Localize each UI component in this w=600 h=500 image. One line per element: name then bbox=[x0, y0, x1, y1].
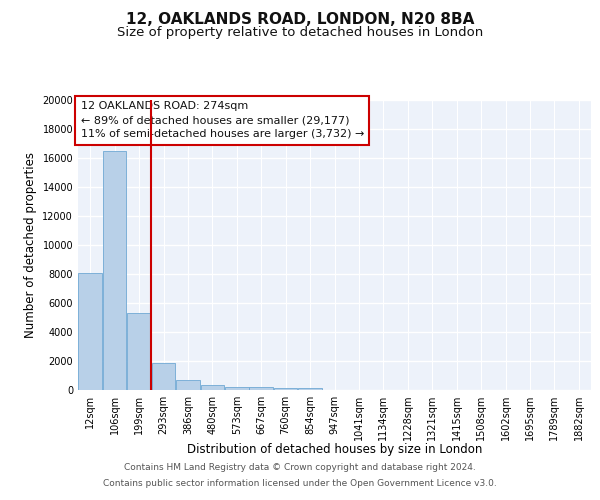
Text: 12 OAKLANDS ROAD: 274sqm
← 89% of detached houses are smaller (29,177)
11% of se: 12 OAKLANDS ROAD: 274sqm ← 89% of detach… bbox=[80, 102, 364, 140]
Bar bbox=[200, 386, 224, 390]
Bar bbox=[152, 363, 175, 390]
Bar bbox=[298, 388, 322, 390]
Text: 12, OAKLANDS ROAD, LONDON, N20 8BA: 12, OAKLANDS ROAD, LONDON, N20 8BA bbox=[126, 12, 474, 28]
Bar bbox=[274, 388, 298, 390]
Text: Contains HM Land Registry data © Crown copyright and database right 2024.: Contains HM Land Registry data © Crown c… bbox=[124, 464, 476, 472]
Y-axis label: Number of detached properties: Number of detached properties bbox=[24, 152, 37, 338]
X-axis label: Distribution of detached houses by size in London: Distribution of detached houses by size … bbox=[187, 443, 482, 456]
Text: Contains public sector information licensed under the Open Government Licence v3: Contains public sector information licen… bbox=[103, 478, 497, 488]
Bar bbox=[225, 386, 248, 390]
Bar bbox=[127, 313, 151, 390]
Bar bbox=[250, 387, 273, 390]
Bar bbox=[79, 272, 102, 390]
Text: Size of property relative to detached houses in London: Size of property relative to detached ho… bbox=[117, 26, 483, 39]
Bar bbox=[103, 151, 127, 390]
Bar bbox=[176, 380, 200, 390]
